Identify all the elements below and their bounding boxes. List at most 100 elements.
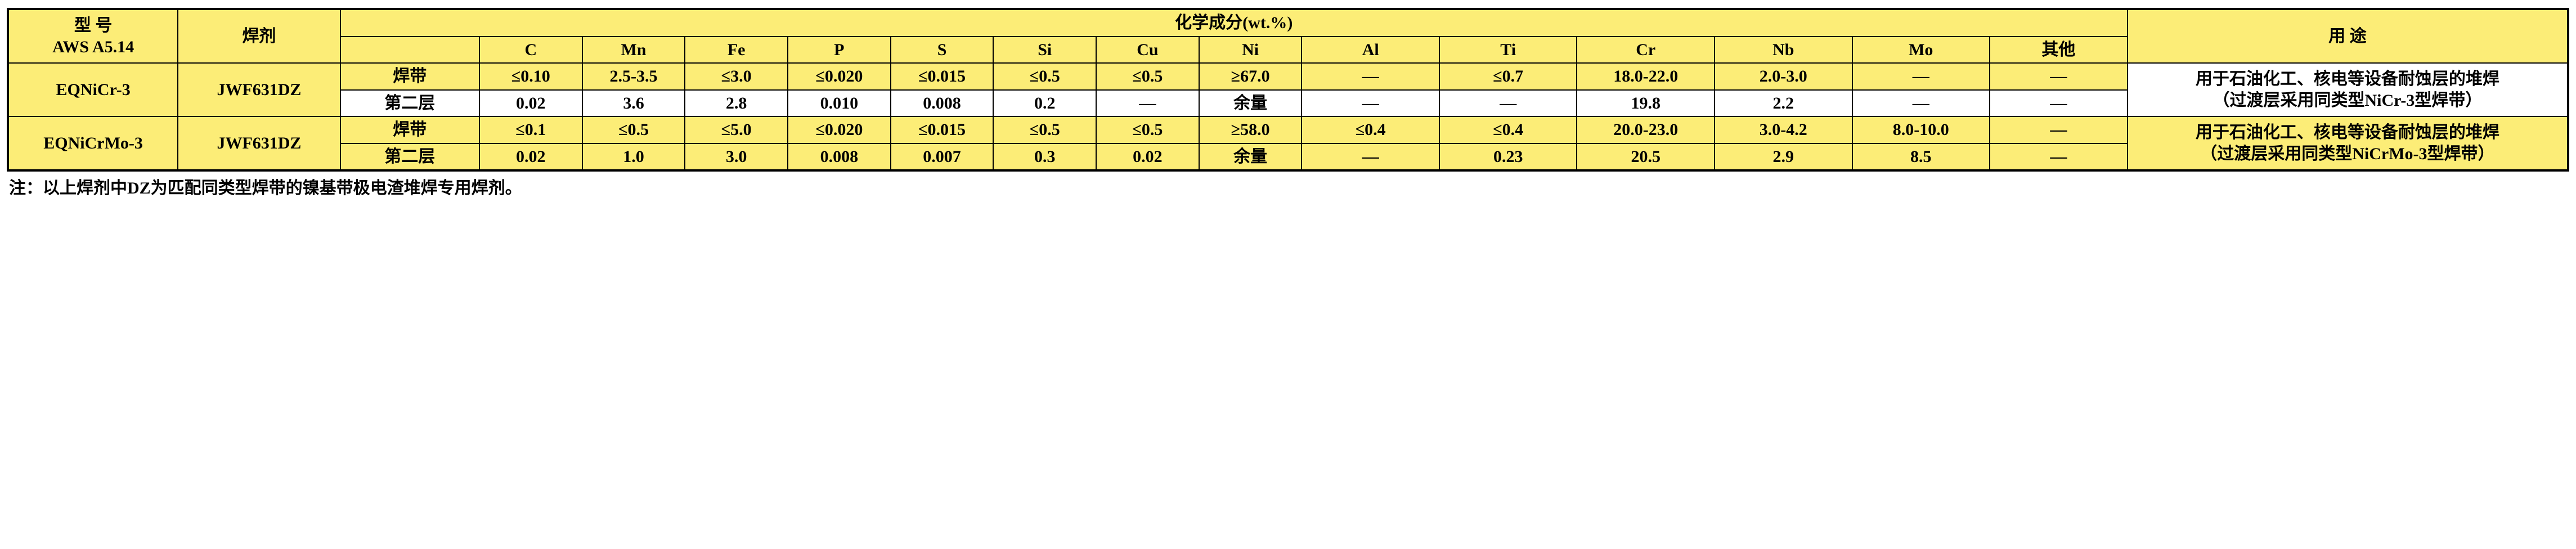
cell-value: ≤0.020 [787, 62, 891, 91]
header-element-mo: Mo [1851, 35, 1991, 64]
cell-value: ≤0.1 [478, 116, 583, 144]
header-element-p: P [787, 35, 891, 64]
cell-value: 1.0 [581, 142, 686, 171]
cell-value: — [1989, 116, 2128, 144]
header-element-mn: Mn [581, 35, 686, 64]
table-footnote: 注：以上焊剂中DZ为匹配同类型焊带的镍基带极电渣堆焊专用焊剂。 [9, 179, 522, 197]
header-row-top: 型 号 AWS A5.14 焊剂 化学成分(wt.%) 用 途 [7, 8, 2569, 64]
cell-value: ≤0.020 [787, 116, 891, 144]
usage-line2: （过渡层采用同类型NiCr-3型焊带） [2213, 91, 2483, 110]
table-row: 第二层 0.02 1.0 3.0 0.008 0.007 0.3 0.02 余量… [8, 142, 2568, 171]
cell-flux: JWF631DZ [177, 62, 341, 117]
cell-model: EQNiCr-3 [7, 62, 179, 117]
cell-value: 0.3 [993, 142, 1097, 171]
cell-flux: JWF631DZ [177, 116, 341, 171]
cell-layer-label: 第二层 [339, 89, 480, 117]
header-composition: 化学成分(wt.%) [339, 8, 2128, 37]
header-row-elements: C Mn Fe P S Si Cu Ni Al Ti Cr Nb Mo 其他 [8, 35, 2568, 64]
header-element-nb: Nb [1713, 35, 1853, 64]
cell-value: 3.0 [684, 142, 788, 171]
cell-value: 余量 [1198, 89, 1303, 117]
cell-value: 0.007 [890, 142, 994, 171]
usage-line1: 用于石油化工、核电等设备耐蚀层的堆焊 [2195, 70, 2499, 88]
cell-value: ≤0.4 [1438, 116, 1578, 144]
header-model: 型 号 AWS A5.14 [7, 8, 179, 64]
chemical-composition-table: 型 号 AWS A5.14 焊剂 化学成分(wt.%) 用 途 C Mn Fe … [7, 8, 2569, 172]
cell-value: ≤5.0 [684, 116, 788, 144]
header-model-line2: AWS A5.14 [52, 37, 134, 56]
cell-value: 2.0-3.0 [1713, 62, 1853, 91]
cell-value: 20.0-23.0 [1576, 116, 1715, 144]
cell-value: ≤0.015 [890, 62, 994, 91]
cell-value: — [1438, 89, 1578, 117]
cell-value: 0.02 [1096, 142, 1200, 171]
cell-value: ≤3.0 [684, 62, 788, 91]
cell-value: 余量 [1198, 142, 1303, 171]
header-flux: 焊剂 [177, 8, 341, 64]
cell-value: 2.9 [1713, 142, 1853, 171]
header-model-line1: 型 号 [74, 16, 113, 35]
cell-value: — [1851, 89, 1991, 117]
cell-value: 8.5 [1851, 142, 1991, 171]
cell-value: 0.23 [1438, 142, 1578, 171]
cell-value: 0.2 [993, 89, 1097, 117]
cell-value: 3.6 [581, 89, 686, 117]
cell-value: 20.5 [1576, 142, 1715, 171]
cell-value: 2.8 [684, 89, 788, 117]
cell-value: ≤0.7 [1438, 62, 1578, 91]
cell-value: 18.0-22.0 [1576, 62, 1715, 91]
cell-value: 0.02 [478, 89, 583, 117]
cell-value: — [1989, 89, 2128, 117]
cell-value: 2.2 [1713, 89, 1853, 117]
cell-value: ≤0.5 [581, 116, 686, 144]
cell-value: ≤0.015 [890, 116, 994, 144]
usage-line2: （过渡层采用同类型NiCrMo-3型焊带） [2200, 144, 2495, 163]
header-element-s: S [890, 35, 994, 64]
cell-value: 19.8 [1576, 89, 1715, 117]
cell-value: 2.5-3.5 [581, 62, 686, 91]
cell-value: — [1989, 62, 2128, 91]
cell-usage: 用于石油化工、核电等设备耐蚀层的堆焊 （过渡层采用同类型NiCrMo-3型焊带） [2126, 116, 2569, 171]
cell-value: ≤0.5 [1096, 62, 1200, 91]
cell-value: — [1301, 89, 1440, 117]
cell-value: 0.008 [787, 142, 891, 171]
table-row: EQNiCr-3 JWF631DZ 焊带 ≤0.10 2.5-3.5 ≤3.0 … [7, 62, 2569, 117]
cell-value: ≤0.5 [993, 116, 1097, 144]
cell-value: — [1989, 142, 2128, 171]
usage-line1: 用于石油化工、核电等设备耐蚀层的堆焊 [2195, 123, 2499, 142]
cell-value: 3.0-4.2 [1713, 116, 1853, 144]
cell-usage: 用于石油化工、核电等设备耐蚀层的堆焊 （过渡层采用同类型NiCr-3型焊带） [2126, 62, 2569, 117]
cell-value: ≤0.5 [1096, 116, 1200, 144]
header-element-al: Al [1301, 35, 1440, 64]
header-element-other: 其他 [1989, 35, 2128, 64]
header-element-c: C [478, 35, 583, 64]
cell-value: ≥58.0 [1198, 116, 1303, 144]
cell-layer-label: 焊带 [339, 62, 480, 91]
header-element-fe: Fe [684, 35, 788, 64]
cell-value: ≥67.0 [1198, 62, 1303, 91]
cell-value: — [1301, 62, 1440, 91]
table-row: EQNiCrMo-3 JWF631DZ 焊带 ≤0.1 ≤0.5 ≤5.0 ≤0… [7, 116, 2569, 171]
cell-value: ≤0.10 [478, 62, 583, 91]
cell-value: — [1851, 62, 1991, 91]
cell-layer-label: 第二层 [339, 142, 480, 171]
cell-layer-label: 焊带 [339, 116, 480, 144]
cell-model: EQNiCrMo-3 [7, 116, 179, 171]
cell-value: ≤0.5 [993, 62, 1097, 91]
cell-value: — [1301, 142, 1440, 171]
cell-value: ≤0.4 [1301, 116, 1440, 144]
header-usage: 用 途 [2126, 8, 2569, 64]
cell-value: — [1096, 89, 1200, 117]
header-element-cr: Cr [1576, 35, 1715, 64]
header-element-ti: Ti [1438, 35, 1578, 64]
cell-value: 8.0-10.0 [1851, 116, 1991, 144]
header-element-si: Si [993, 35, 1097, 64]
cell-value: 0.02 [478, 142, 583, 171]
header-element-cu: Cu [1096, 35, 1200, 64]
header-layer-blank [339, 35, 480, 64]
cell-value: 0.010 [787, 89, 891, 117]
cell-value: 0.008 [890, 89, 994, 117]
table-row: 第二层 0.02 3.6 2.8 0.010 0.008 0.2 — 余量 — … [8, 89, 2568, 117]
header-element-ni: Ni [1198, 35, 1303, 64]
